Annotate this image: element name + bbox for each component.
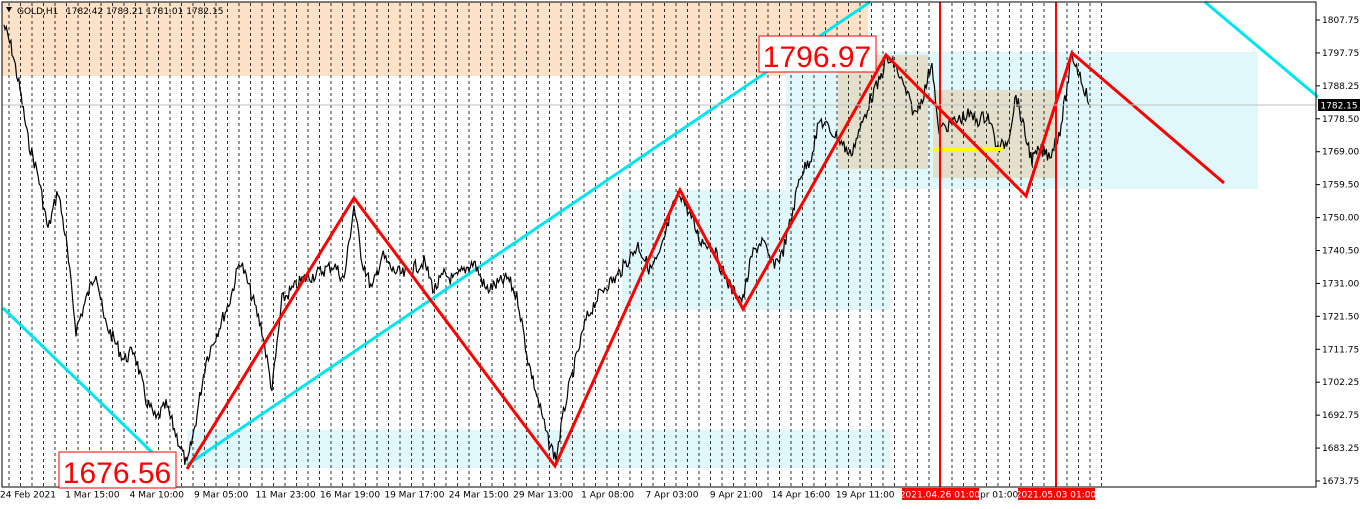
y-tick-label: 1673.75 [1322,477,1359,487]
current-price-marker: 1782.15 [1318,99,1360,112]
partial-date-label: pr 01:00 [980,491,1018,501]
date-marker-1: 2021.04.26 01:00 [900,491,981,501]
x-tick-label: 11 Mar 23:00 [256,491,316,501]
y-tick-label: 1692.75 [1322,411,1359,421]
y-tick-label: 1683.25 [1322,444,1359,454]
x-tick-label: 19 Mar 17:00 [384,491,444,501]
x-tick-label: 24 Feb 2021 [0,491,56,501]
y-tick-label: 1711.75 [1322,345,1359,355]
supply-zone-orange [2,2,868,76]
trendline-falling-right [1204,0,1319,99]
zigzag-line [185,50,1225,470]
triangle-down-icon[interactable] [6,7,12,12]
x-tick-label: 19 Apr 11:00 [836,491,895,501]
price-series [3,24,1091,465]
x-tick-label: 29 Mar 13:00 [513,491,573,501]
y-tick-label: 1759.50 [1322,181,1359,191]
y-tick-label: 1788.25 [1322,82,1359,92]
label-high-value: 1796.97 [763,41,871,74]
demand-zone-bottom [187,430,890,468]
label-1676: 1676.56 [58,451,177,490]
y-tick-label: 1731.00 [1322,279,1359,289]
trendlines [1,0,1319,467]
y-tick-label: 1740.50 [1322,247,1359,257]
price-axis: 1807.75 1797.75 1788.25 1778.50 1769.00 1759.… [1316,16,1359,487]
x-tick-label: 1 Apr 08:00 [581,491,634,501]
label-low-value: 1676.56 [63,457,171,490]
y-tick-label: 1797.75 [1322,49,1359,59]
y-tick-label: 1702.25 [1322,378,1359,388]
symbol-label: GOLD,H1 [17,7,58,17]
chart-header: GOLD,H1 1782.42 1783.21 1781.01 1782.15 [6,7,223,17]
x-tick-label: 7 Apr 03:00 [646,491,699,501]
x-tick-label: 4 Mar 10:00 [130,491,185,501]
x-tick-label: 1 Mar 15:00 [65,491,120,501]
y-tick-label: 1721.50 [1322,312,1359,322]
x-tick-label: 16 Mar 19:00 [320,491,380,501]
time-axis: 24 Feb 2021 1 Mar 15:00 4 Mar 10:00 9 Mar 0… [0,491,895,501]
date-marker-2: 2021.05.03 01:00 [1016,491,1097,501]
label-1796: 1796.97 [758,35,877,74]
x-tick-label: 24 Mar 15:00 [449,491,509,501]
y-tick-label: 1769.00 [1322,148,1359,158]
y-tick-label: 1778.50 [1322,115,1359,125]
trendline-falling-left [1,306,162,462]
x-tick-label: 9 Apr 21:00 [710,491,763,501]
trendline-rising [186,0,871,467]
x-tick-label: 9 Mar 05:00 [194,491,249,501]
y-tick-label: 1807.75 [1322,16,1359,26]
date-markers: 2021.04.26 01:00 pr 01:00 2021.05.03 01:… [900,488,1097,501]
y-tick-label: 1750.00 [1322,214,1359,224]
chart-frame [1,1,1317,488]
current-price-text: 1782.15 [1320,102,1357,112]
x-tick-label: 14 Apr 16:00 [771,491,830,501]
quotes-label: 1782.42 1783.21 1781.01 1782.15 [66,7,223,17]
